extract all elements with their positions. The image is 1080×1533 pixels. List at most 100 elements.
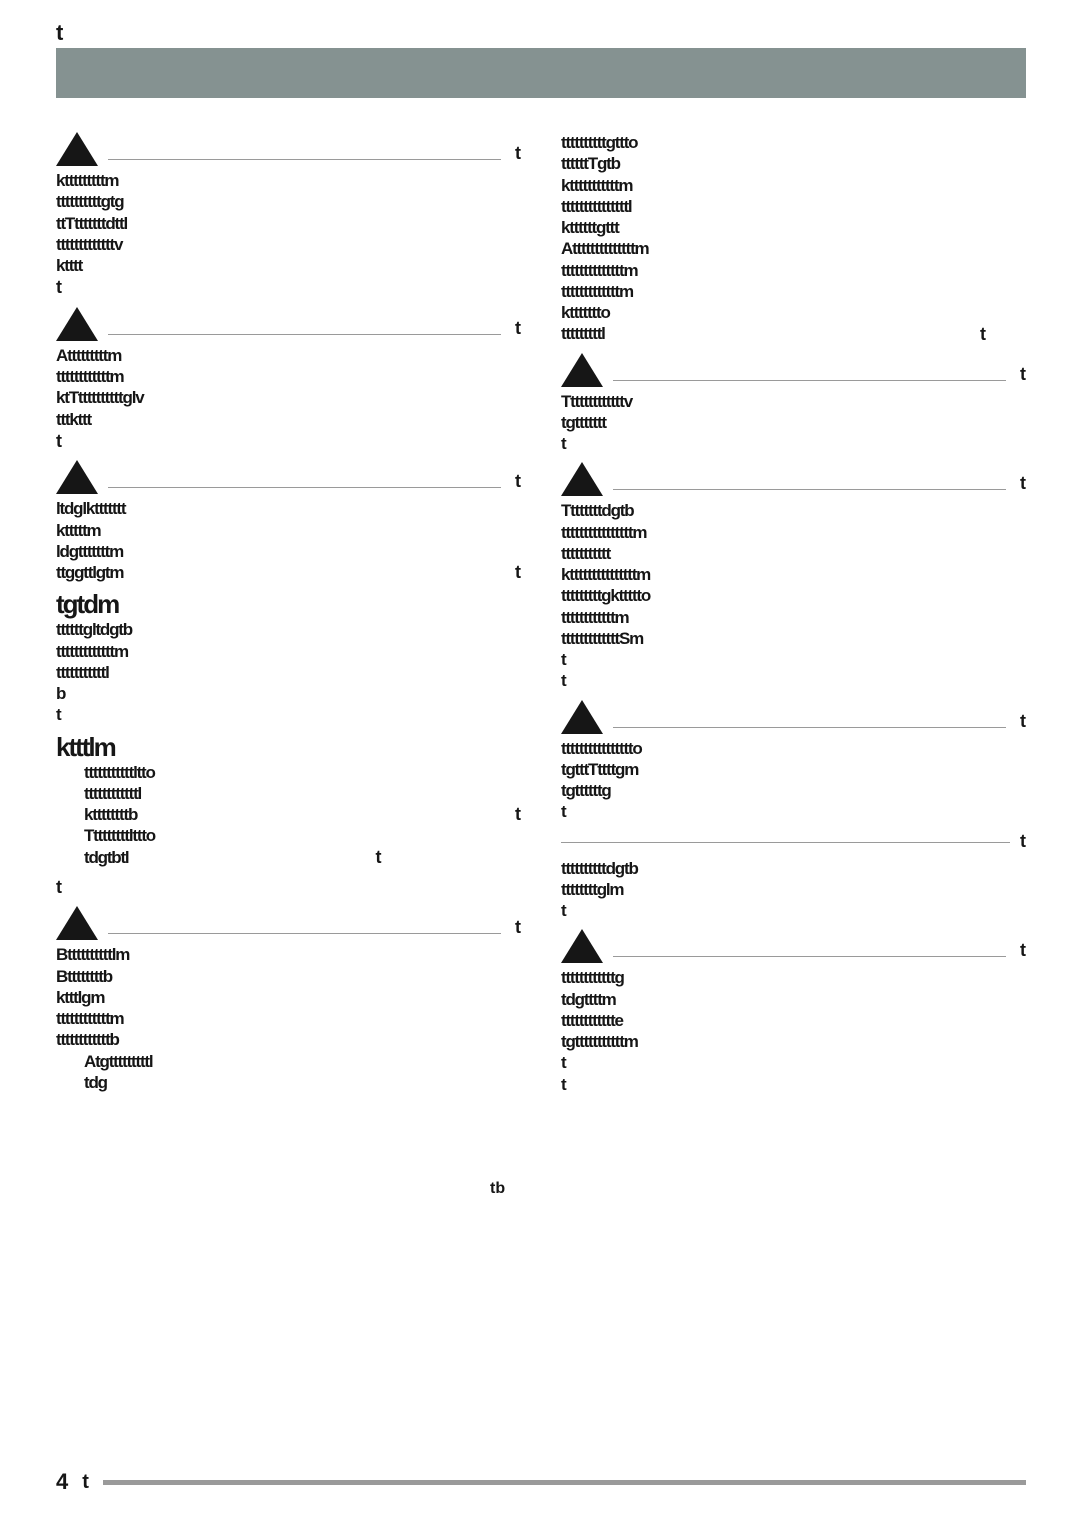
- section-block: t: [56, 876, 521, 899]
- section-block: t ttttttttttttttttotgtttTttttgmtgttttttg…: [561, 700, 1026, 823]
- section-header: t: [56, 307, 521, 341]
- section-rule: [108, 334, 501, 335]
- text-line: tgtttTttttgm: [561, 759, 1026, 780]
- text-line: ktttttttttttttttm: [561, 564, 1026, 585]
- text-line: ttttttttttttb: [56, 1029, 521, 1050]
- section-block: t ttttttttttdgtbttttttttglmt: [561, 831, 1026, 922]
- lone-t: t: [56, 876, 521, 899]
- text-line: ttttttttglm: [561, 879, 1026, 900]
- text-line: ldgtttttttm: [56, 541, 521, 562]
- text-row-trail: tttttttttl t: [561, 323, 1026, 344]
- section-header: t: [561, 700, 1026, 734]
- triangle-icon: [561, 462, 603, 496]
- text-line: tttttttttttttttl: [561, 196, 1026, 217]
- section-rule: [108, 159, 501, 160]
- trail-t: t: [515, 562, 521, 583]
- footer-t: t: [82, 1471, 89, 1494]
- text-row-trail: ttggttlgtm t: [56, 562, 521, 583]
- text-line: tdgttttm: [561, 989, 1026, 1010]
- text-lines: ttttttttttdgtbttttttttglmt: [561, 858, 1026, 922]
- section-rule: [613, 489, 1006, 490]
- text-line: ttttttttttttttm: [561, 260, 1026, 281]
- section-rule: [108, 933, 501, 934]
- text-line: ltdglkttttttt: [56, 498, 521, 519]
- section-rule: [613, 727, 1006, 728]
- text-line: ttTtttttttdttl: [56, 213, 521, 234]
- text-line: ttggttlgtm: [56, 562, 123, 583]
- trail-t: t: [376, 847, 382, 868]
- columns: t ktttttttttmttttttttttgtgttTtttttttdttl…: [56, 132, 1026, 1103]
- text-lines: BttttttttttlmBttttttttbktttlgm tttttttttt…: [56, 944, 521, 1050]
- text-line: Bttttttttttlm: [56, 944, 521, 965]
- text-line: tttttttttl: [561, 323, 605, 344]
- text-lines: Ttttttttdgtbttttttttttttttttmttttttttttt…: [561, 500, 1026, 691]
- text-line: tttttttttttttSm: [561, 628, 1026, 649]
- text-line: ttttttgltdgtb: [56, 619, 521, 640]
- text-line: tttttttttttttm: [56, 641, 521, 662]
- text-line: Tttttttttttttv: [561, 391, 1026, 412]
- text-lines: tttttttttttlttottttttttttttl kttttttttb …: [56, 762, 521, 868]
- text-lines: ktttttttttmttttttttttgtgttTtttttttdttltt…: [56, 170, 521, 276]
- section-t: t: [515, 143, 521, 164]
- page-number: 4: [56, 1469, 68, 1495]
- text-line: ttttttttttt: [561, 543, 1026, 564]
- text-line: ttttttttttttttttm: [561, 522, 1026, 543]
- text-line: t: [561, 900, 1026, 921]
- section-t: t: [515, 471, 521, 492]
- text-line: ktttttm: [56, 520, 521, 541]
- section-block: t ktttttttttmttttttttttgtgttTtttttttdttl…: [56, 132, 521, 299]
- text-line: Bttttttttb: [56, 966, 521, 987]
- section-header: t: [561, 462, 1026, 496]
- section-block: t Tttttttttttttvtgtttttttt: [561, 353, 1026, 455]
- text-line: tgttttttt: [561, 412, 1026, 433]
- continuation-block: ttttttttttgtttottttttTgtbktttttttttttmtt…: [561, 132, 1026, 345]
- triangle-icon: [56, 460, 98, 494]
- text-lines: ltdglktttttttktttttmldgtttttttm: [56, 498, 521, 562]
- text-line: t: [561, 649, 1026, 670]
- text-line: ttttttttttttm: [56, 366, 521, 387]
- trail-t: t: [980, 324, 986, 345]
- text-line: t: [561, 670, 1026, 691]
- text-lines: ttttttttttttgtdgttttmttttttttttttetgtttt…: [561, 967, 1026, 1095]
- text-line: ttttttttttgtg: [56, 191, 521, 212]
- text-lines: ttttttttttttttttotgtttTttttgmtgttttttgt: [561, 738, 1026, 823]
- section-header: t: [56, 906, 521, 940]
- section-t: t: [1020, 940, 1026, 961]
- text-line: Attttttttttttttm: [561, 238, 1026, 259]
- text-lines: AtttttttttmttttttttttttmktTttttttttttglv…: [56, 345, 521, 430]
- section-rule: [613, 956, 1006, 957]
- text-line: tttkttt: [56, 409, 521, 430]
- text-line: ktTttttttttttglv: [56, 387, 521, 408]
- text-line: t: [56, 704, 521, 725]
- text-line: ttttttttttgttto: [561, 132, 1026, 153]
- section-t: t: [515, 318, 521, 339]
- text-line: t: [561, 1074, 1026, 1095]
- section-block: t BttttttttttlmBttttttttbktttlgm tttttttt…: [56, 906, 521, 1093]
- text-line: ktttt: [56, 255, 521, 276]
- column-right: ttttttttttgtttottttttTgtbktttttttttttmtt…: [561, 132, 1026, 1103]
- text-line: ktttttttttm: [56, 170, 521, 191]
- section-t: t: [1020, 473, 1026, 494]
- plain-heading: tgtdm: [56, 591, 521, 617]
- text-line: t: [561, 1052, 1026, 1073]
- text-line: tdgtbtl: [56, 847, 128, 868]
- text-line: Tttttttttlttto: [56, 825, 521, 846]
- text-line: ktttlgm: [56, 987, 521, 1008]
- section-t: t: [1020, 831, 1026, 852]
- triangle-icon: [56, 132, 98, 166]
- triangle-icon: [56, 906, 98, 940]
- text-line: kttttttto: [561, 302, 1026, 323]
- text-line: ttttttttttttg: [561, 967, 1026, 988]
- plain-heading: ktttlm: [56, 734, 521, 760]
- section-block: t Ttttttttdgtbttttttttttttttttmttttttttt…: [561, 462, 1026, 691]
- text-line: kttttttgttt: [561, 217, 1026, 238]
- section-header: t: [561, 929, 1026, 963]
- trailing-t: t: [56, 276, 521, 299]
- text-line: ttttttttttttl: [56, 783, 521, 804]
- text-line: tttttttttttte: [561, 1010, 1026, 1031]
- text-lines: Tttttttttttttvtgtttttttt: [561, 391, 1026, 455]
- section-rule: [108, 487, 501, 488]
- section-block: t AtttttttttmttttttttttttmktTttttttttttg…: [56, 307, 521, 453]
- column-left: t ktttttttttmttttttttttgtgttTtttttttdttl…: [56, 132, 521, 1103]
- text-row-trail: kttttttttb t: [56, 804, 521, 825]
